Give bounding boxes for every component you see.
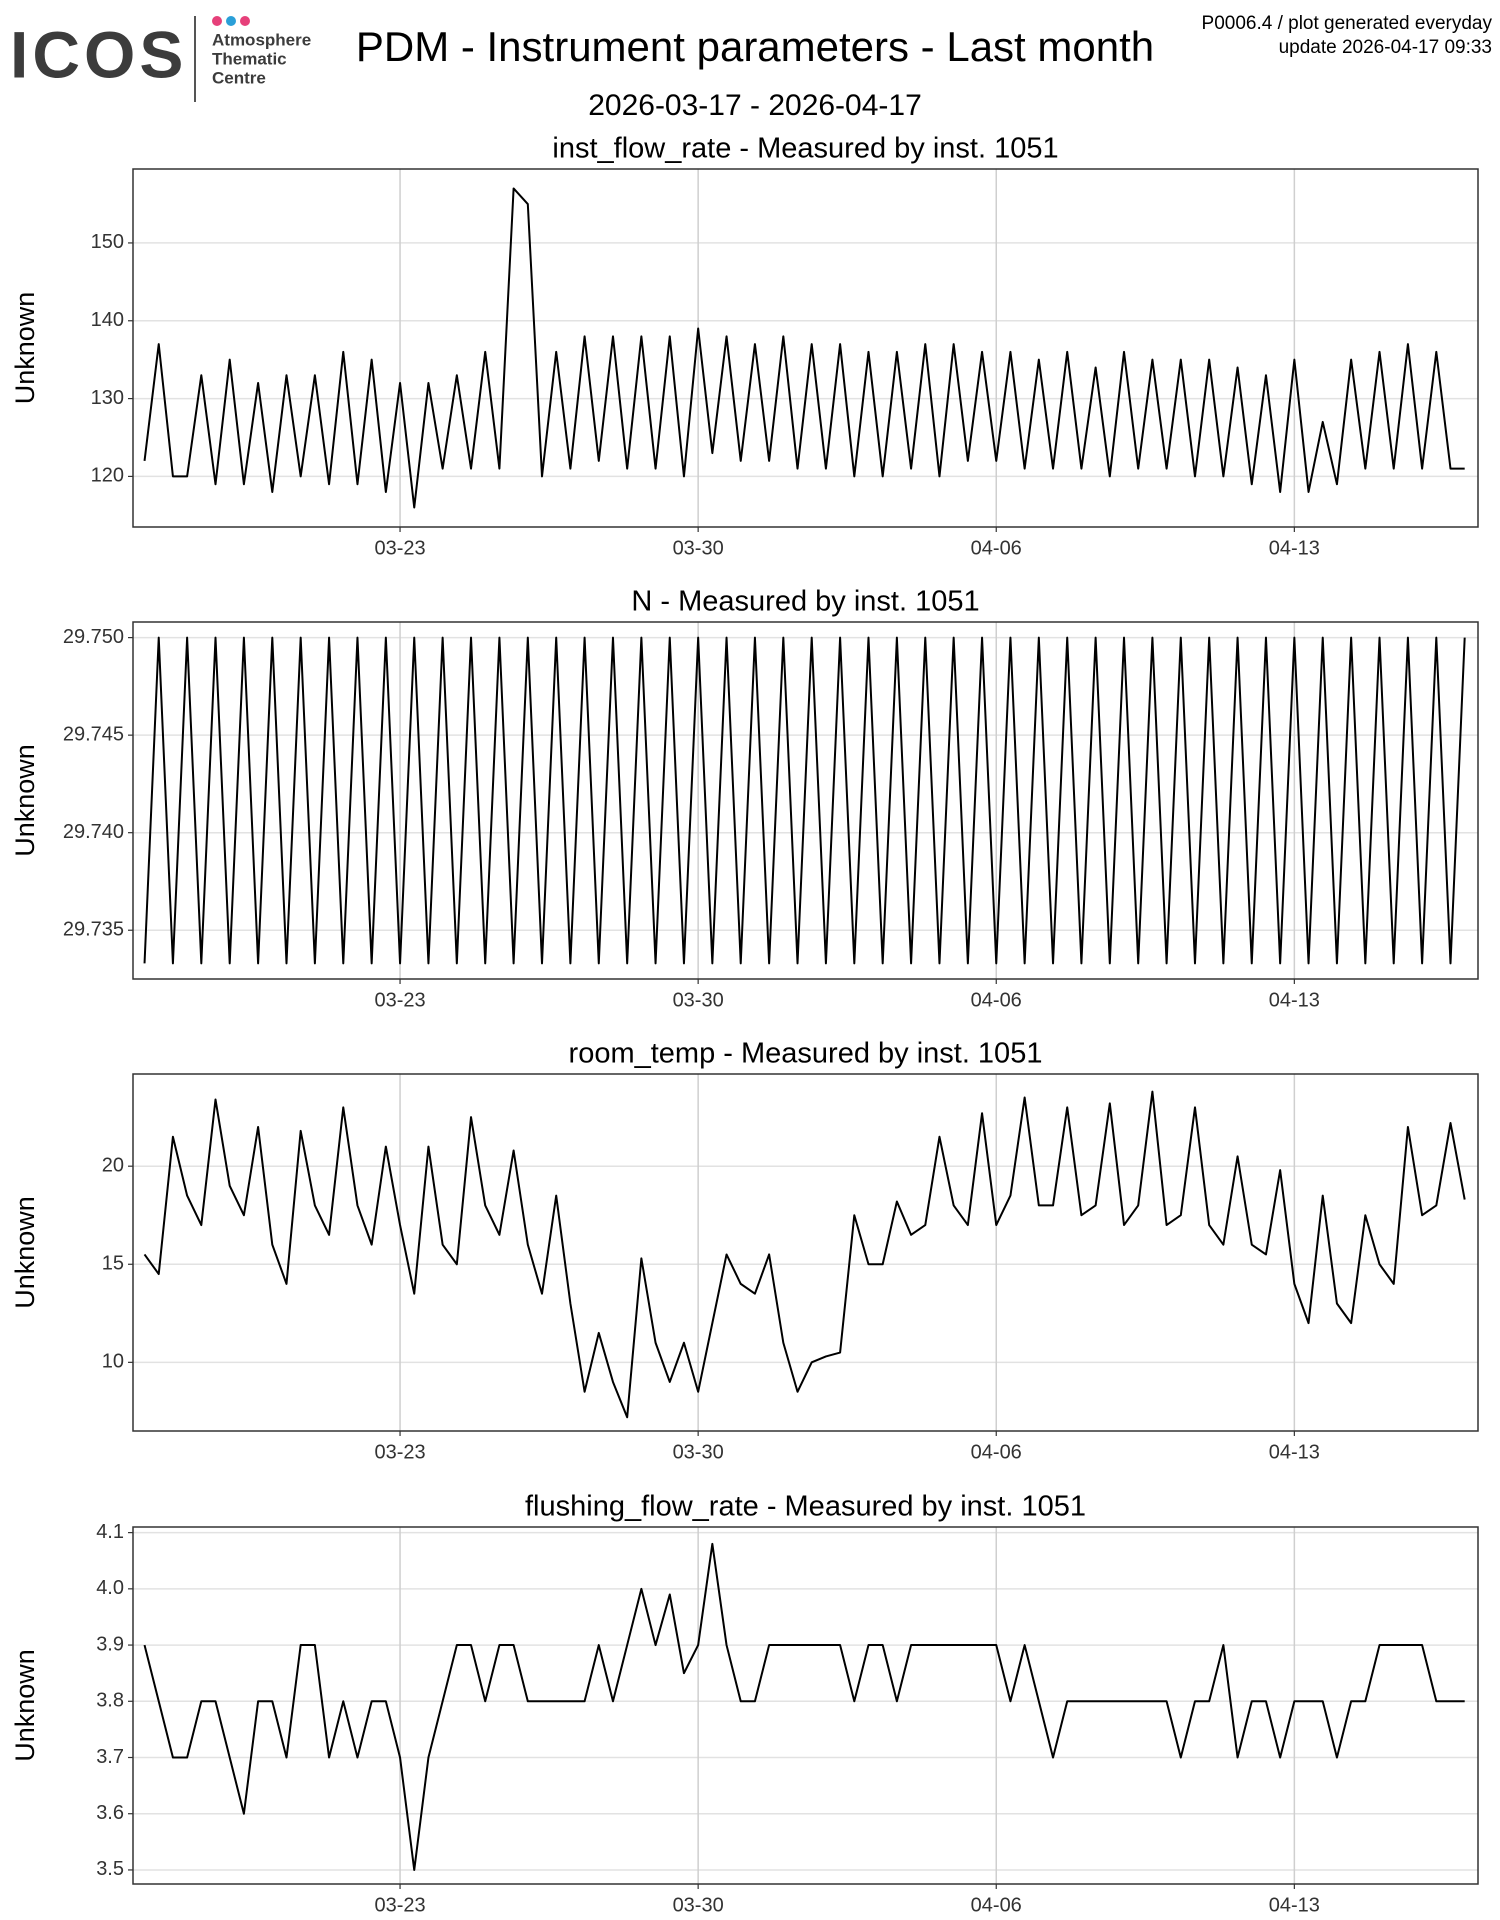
x-tick-label: 04-13: [1269, 537, 1320, 559]
x-tick-label: 03-30: [673, 1441, 724, 1463]
plot-border: [132, 168, 1479, 528]
x-tick-label: 03-30: [673, 989, 724, 1011]
logo-dot: [226, 16, 236, 26]
x-tick-label: 04-06: [971, 537, 1022, 559]
plot-background: [133, 169, 1478, 527]
y-axis-label: Unknown: [10, 1196, 40, 1309]
logo-subtitle: Thematic: [212, 49, 287, 68]
x-tick-label: 03-23: [374, 1894, 425, 1916]
logo-dot: [212, 16, 222, 26]
plot-border: [132, 1526, 1479, 1885]
logo: ICOS: [10, 17, 187, 91]
panel-title: flushing_flow_rate - Measured by inst. 1…: [525, 1491, 1086, 1523]
x-tick-label: 03-23: [374, 989, 425, 1011]
info-text: update 2026-04-17 09:33: [1279, 37, 1492, 58]
logo-subtitle: Atmosphere: [212, 30, 311, 49]
plot-border: [132, 621, 1479, 980]
y-axis-label: Unknown: [10, 744, 40, 857]
y-tick-label: 150: [91, 231, 124, 253]
plot-background: [133, 1074, 1478, 1431]
y-tick-label: 140: [91, 309, 124, 331]
y-tick-label: 15: [102, 1253, 124, 1275]
y-tick-label: 29.745: [63, 723, 124, 745]
x-tick-label: 03-30: [673, 537, 724, 559]
data-line: [143, 636, 1466, 965]
data-line: [143, 1542, 1465, 1871]
y-axis-label: Unknown: [10, 292, 40, 405]
panel-title: inst_flow_rate - Measured by inst. 1051: [552, 133, 1058, 165]
data-line: [143, 1090, 1466, 1419]
logo-dot: [240, 16, 250, 26]
y-tick-label: 130: [91, 387, 124, 409]
x-tick-label: 04-06: [971, 989, 1022, 1011]
plot-border: [132, 1073, 1479, 1432]
x-tick-label: 04-06: [971, 1894, 1022, 1916]
data-line: [143, 187, 1465, 509]
x-tick-label: 04-13: [1269, 989, 1320, 1011]
y-tick-label: 20: [102, 1154, 124, 1176]
panel-title: room_temp - Measured by inst. 1051: [569, 1038, 1043, 1070]
y-tick-label: 3.9: [96, 1633, 124, 1655]
y-tick-label: 4.0: [96, 1577, 124, 1599]
page-title: PDM - Instrument parameters - Last month: [356, 23, 1154, 70]
x-tick-label: 03-30: [673, 1894, 724, 1916]
y-tick-label: 4.1: [96, 1521, 124, 1543]
x-tick-label: 04-13: [1269, 1441, 1320, 1463]
x-tick-label: 04-06: [971, 1441, 1022, 1463]
y-tick-label: 10: [102, 1351, 124, 1373]
x-tick-label: 04-13: [1269, 1894, 1320, 1916]
y-tick-label: 3.8: [96, 1690, 124, 1712]
y-tick-label: 29.735: [63, 919, 124, 941]
logo-subtitle: Centre: [212, 68, 266, 87]
page-subtitle: 2026-03-17 - 2026-04-17: [588, 89, 922, 122]
y-tick-label: 3.7: [96, 1746, 124, 1768]
x-tick-label: 03-23: [374, 1441, 425, 1463]
y-tick-label: 29.750: [63, 626, 124, 648]
y-tick-label: 3.6: [96, 1802, 124, 1824]
y-axis-label: Unknown: [10, 1649, 40, 1762]
y-tick-label: 29.740: [63, 821, 124, 843]
x-tick-label: 03-23: [374, 537, 425, 559]
y-tick-label: 120: [91, 465, 124, 487]
panel-title: N - Measured by inst. 1051: [631, 586, 979, 618]
plot-background: [133, 1527, 1478, 1884]
info-text: P0006.4 / plot generated everyday: [1202, 13, 1493, 34]
y-tick-label: 3.5: [96, 1858, 124, 1880]
